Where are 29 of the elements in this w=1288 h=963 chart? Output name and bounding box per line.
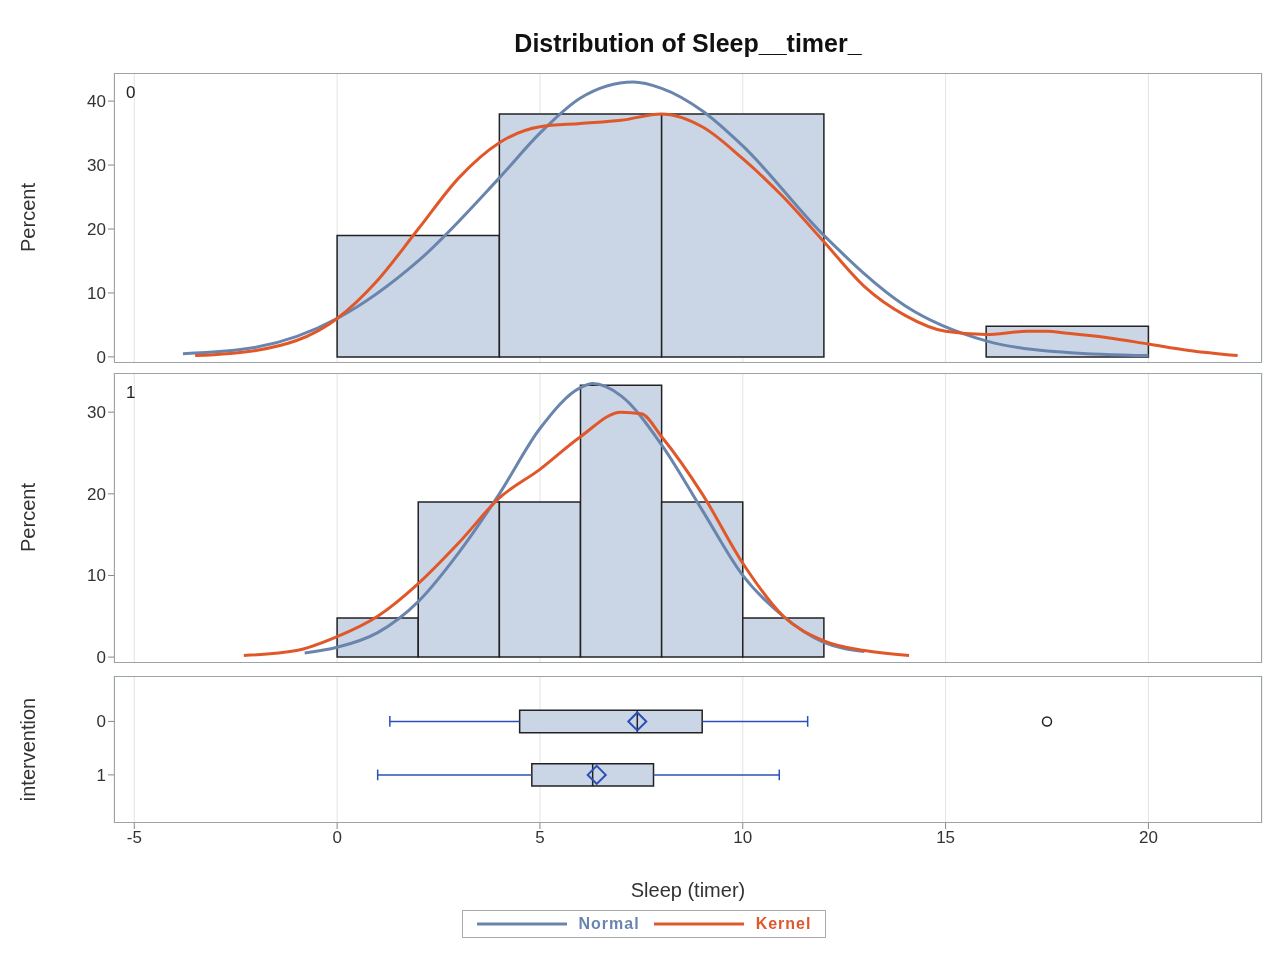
line-series [181,80,1150,358]
y-tick-label: 20 [87,484,106,504]
y-tick-label: 40 [87,92,106,112]
x-axis-title: Sleep (timer) [630,879,746,901]
line-series [242,410,911,657]
y-tick-label: 0 [96,712,106,732]
annotation: 0 [126,83,136,103]
y-axis-title: Percent [17,482,40,552]
chart-title: Distribution of Sleep__timer_ [513,28,863,59]
y-tick-label: 1 [96,765,106,785]
x-tick-label: 5 [535,828,545,848]
line-series [193,112,1240,358]
y-tick-label: 20 [87,220,106,240]
annotation: 1 [126,383,136,403]
y-tick-label: 10 [87,283,106,303]
y-tick-label: 0 [96,648,106,668]
x-tick-label: -5 [126,828,142,848]
x-tick-label: 0 [332,828,342,848]
y-axis-title: Percent [17,182,40,252]
x-tick-label: 20 [1138,828,1158,848]
y-axis-title: intervention [17,697,40,802]
x-tick-label: 15 [936,828,956,848]
y-tick-label: 0 [96,347,106,367]
y-tick-label: 10 [87,566,106,586]
text: Normal [578,915,640,933]
y-tick-label: 30 [87,156,106,176]
text: Kernel [755,915,812,933]
x-tick-label: 10 [733,828,753,848]
y-tick-label: 30 [87,403,106,423]
